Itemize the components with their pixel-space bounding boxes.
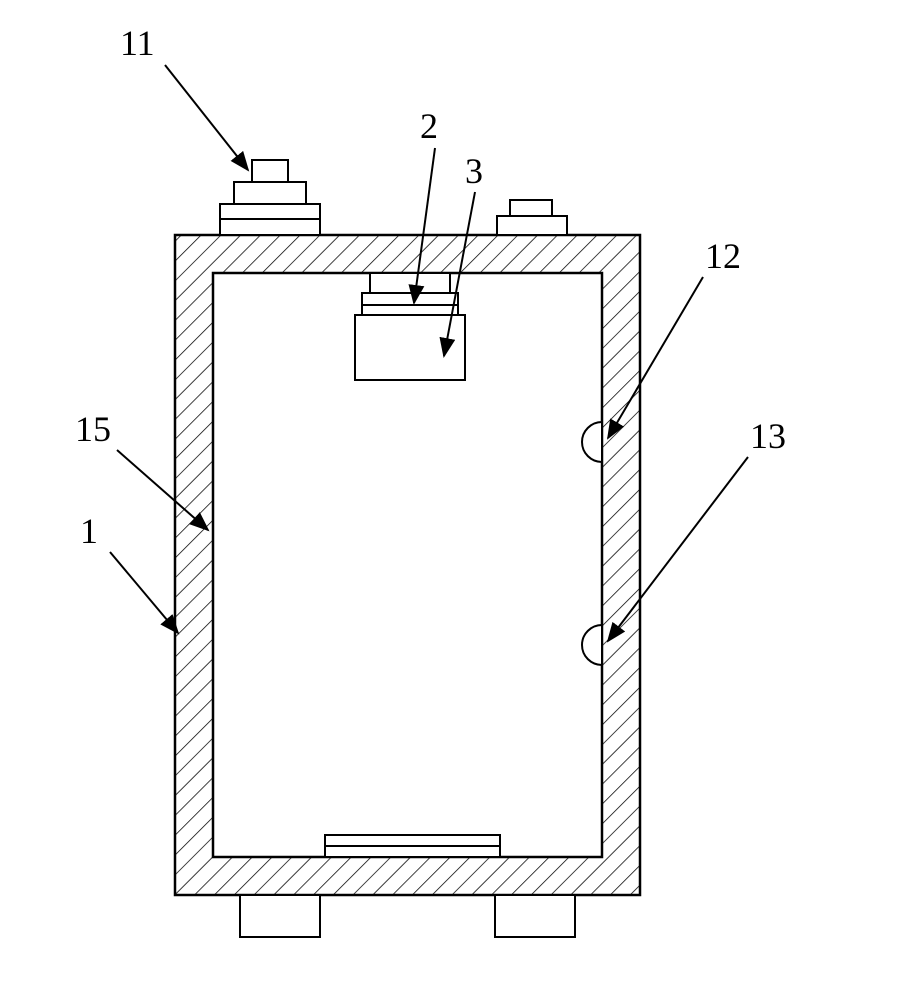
bottom-bar [325,835,500,857]
foot-right [495,895,575,937]
inner-component [355,273,465,380]
label-11: 11 [120,22,155,64]
foot-left [240,895,320,937]
label-3: 3 [465,150,483,192]
label-12: 12 [705,235,741,277]
leader-11 [165,65,248,170]
top-cap-right [497,200,567,235]
label-13: 13 [750,415,786,457]
label-15: 15 [75,408,111,450]
label-1: 1 [80,510,98,552]
top-cap-left [220,160,320,235]
leader-1 [110,552,178,633]
label-2: 2 [420,105,438,147]
